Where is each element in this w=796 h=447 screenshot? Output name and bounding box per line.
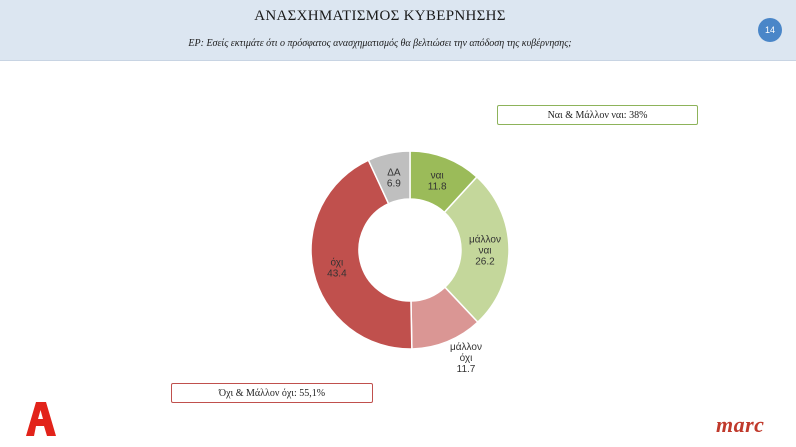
slice-category-label: μάλλον xyxy=(450,341,482,353)
no-total-callout: Όχι & Μάλλον όχι: 55,1% xyxy=(171,383,373,403)
slice-value-label: 11.7 xyxy=(457,364,476,375)
slice-category-label: όχι xyxy=(331,256,344,268)
slice-category-label: ναι xyxy=(431,171,444,182)
slice-category-label: ναι xyxy=(478,246,491,257)
slice-value-label: 11.8 xyxy=(428,182,447,193)
donut-slice-5 xyxy=(367,150,411,205)
marc-logo: marc xyxy=(716,412,765,437)
survey-question: ΕΡ: Εσείς εκτιμάτε ότι ο πρόσφατος ανασχ… xyxy=(188,38,572,49)
slice-value-label: 6.9 xyxy=(387,178,401,189)
alpha-logo xyxy=(22,398,58,443)
page-title: ΑΝΑΣΧΗΜΑΤΙΣΜΟΣ ΚΥΒΕΡΝΗΣΗΣ xyxy=(254,8,506,24)
slice-category-label: μάλλον xyxy=(469,234,501,246)
slice-value-label: 43.4 xyxy=(327,268,347,279)
donut-slice-2 xyxy=(443,175,510,324)
page-number-badge: 14 xyxy=(758,18,782,42)
header-bar: ΑΝΑΣΧΗΜΑΤΙΣΜΟΣ ΚΥΒΕΡΝΗΣΗΣ ΕΡ: Εσείς εκτι… xyxy=(0,0,796,61)
donut-slice-4 xyxy=(310,159,413,350)
slice-category-label: όχι xyxy=(460,352,473,364)
slice-value-label: 26.2 xyxy=(475,257,495,268)
yes-total-callout: Ναι & Μάλλον ναι: 38% xyxy=(497,105,698,125)
slice-category-label: ΔΑ xyxy=(387,167,401,178)
slice-label-5: ΔΑ6.9 xyxy=(387,167,401,189)
